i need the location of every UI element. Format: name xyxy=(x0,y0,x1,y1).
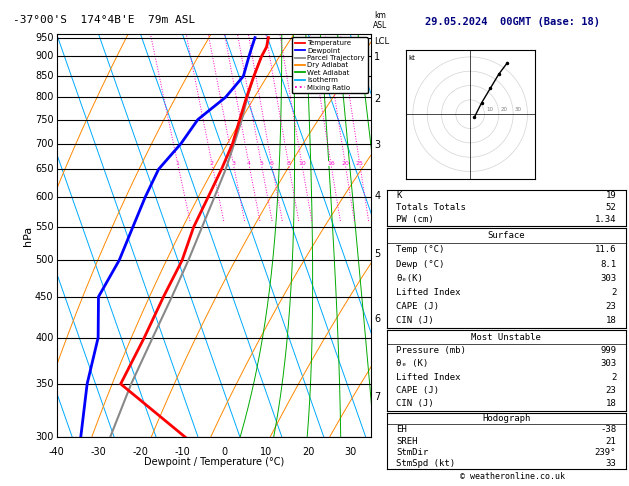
Text: LCL: LCL xyxy=(374,37,389,46)
Text: -37°00'S  174°4B'E  79m ASL: -37°00'S 174°4B'E 79m ASL xyxy=(13,15,195,25)
Text: PW (cm): PW (cm) xyxy=(396,215,434,225)
Text: 21: 21 xyxy=(606,436,616,446)
Text: 650: 650 xyxy=(35,164,53,174)
Text: 500: 500 xyxy=(35,255,53,265)
Text: CIN (J): CIN (J) xyxy=(396,399,434,409)
Text: -40: -40 xyxy=(48,448,65,457)
Text: 20: 20 xyxy=(302,448,314,457)
Text: 4: 4 xyxy=(374,191,381,201)
Text: kt: kt xyxy=(409,55,415,61)
Legend: Temperature, Dewpoint, Parcel Trajectory, Dry Adiabat, Wet Adiabat, Isotherm, Mi: Temperature, Dewpoint, Parcel Trajectory… xyxy=(292,37,367,93)
Text: StmDir: StmDir xyxy=(396,448,428,457)
Text: 5: 5 xyxy=(374,249,381,259)
Text: 20: 20 xyxy=(500,107,507,112)
Text: 750: 750 xyxy=(35,115,53,124)
Text: 10: 10 xyxy=(298,161,306,166)
Text: Surface: Surface xyxy=(487,231,525,240)
Text: Lifted Index: Lifted Index xyxy=(396,373,461,382)
Text: StmSpd (kt): StmSpd (kt) xyxy=(396,459,455,468)
Text: 18: 18 xyxy=(606,316,616,326)
Text: Totals Totals: Totals Totals xyxy=(396,203,466,212)
Text: 29.05.2024  00GMT (Base: 18): 29.05.2024 00GMT (Base: 18) xyxy=(425,17,600,27)
Text: 239°: 239° xyxy=(595,448,616,457)
Text: 10: 10 xyxy=(486,107,493,112)
Text: θₑ (K): θₑ (K) xyxy=(396,359,428,368)
Text: © weatheronline.co.uk: © weatheronline.co.uk xyxy=(460,472,565,481)
Text: SREH: SREH xyxy=(396,436,418,446)
Text: Hodograph: Hodograph xyxy=(482,414,530,423)
Text: 30: 30 xyxy=(344,448,356,457)
Text: 11.6: 11.6 xyxy=(595,245,616,254)
Text: θₑ(K): θₑ(K) xyxy=(396,274,423,283)
Text: 2: 2 xyxy=(611,373,616,382)
Text: hPa: hPa xyxy=(23,226,33,246)
Text: K: K xyxy=(396,191,402,200)
Text: 0: 0 xyxy=(221,448,228,457)
Text: 450: 450 xyxy=(35,292,53,302)
Text: 3: 3 xyxy=(231,161,235,166)
Text: CAPE (J): CAPE (J) xyxy=(396,302,440,311)
Text: 850: 850 xyxy=(35,71,53,81)
Text: 10: 10 xyxy=(260,448,272,457)
Text: Mixing Ratio (g/kg): Mixing Ratio (g/kg) xyxy=(403,236,411,316)
Text: 5: 5 xyxy=(259,161,263,166)
Text: 600: 600 xyxy=(35,192,53,202)
Text: -20: -20 xyxy=(133,448,148,457)
Text: 1: 1 xyxy=(374,52,381,62)
Text: 6: 6 xyxy=(374,314,381,324)
Text: -10: -10 xyxy=(174,448,191,457)
Text: 6: 6 xyxy=(270,161,274,166)
Text: 950: 950 xyxy=(35,33,53,43)
Text: EH: EH xyxy=(396,425,407,434)
Text: 400: 400 xyxy=(35,332,53,343)
Text: 350: 350 xyxy=(35,379,53,389)
Text: 23: 23 xyxy=(606,302,616,311)
Text: 52: 52 xyxy=(606,203,616,212)
Text: 303: 303 xyxy=(600,359,616,368)
Text: 3: 3 xyxy=(374,140,381,150)
Text: Lifted Index: Lifted Index xyxy=(396,288,461,297)
Text: 550: 550 xyxy=(35,222,53,232)
Text: 7: 7 xyxy=(374,392,381,402)
Text: 33: 33 xyxy=(606,459,616,468)
Text: 1.34: 1.34 xyxy=(595,215,616,225)
Text: 999: 999 xyxy=(600,346,616,355)
Text: 8.1: 8.1 xyxy=(600,260,616,268)
Text: CAPE (J): CAPE (J) xyxy=(396,386,440,395)
Text: 2: 2 xyxy=(210,161,214,166)
Text: 700: 700 xyxy=(35,139,53,149)
Text: 30: 30 xyxy=(515,107,521,112)
Text: 18: 18 xyxy=(606,399,616,409)
Text: 19: 19 xyxy=(606,191,616,200)
Text: 900: 900 xyxy=(35,52,53,61)
Text: 800: 800 xyxy=(35,92,53,102)
Text: Temp (°C): Temp (°C) xyxy=(396,245,445,254)
Text: 4: 4 xyxy=(247,161,251,166)
Text: 300: 300 xyxy=(35,433,53,442)
Text: Pressure (mb): Pressure (mb) xyxy=(396,346,466,355)
Text: CIN (J): CIN (J) xyxy=(396,316,434,326)
Text: km
ASL: km ASL xyxy=(374,11,387,30)
Text: 16: 16 xyxy=(327,161,335,166)
Text: Dewp (°C): Dewp (°C) xyxy=(396,260,445,268)
Text: 303: 303 xyxy=(600,274,616,283)
Text: 8: 8 xyxy=(286,161,291,166)
Text: -30: -30 xyxy=(91,448,106,457)
Text: -38: -38 xyxy=(600,425,616,434)
X-axis label: Dewpoint / Temperature (°C): Dewpoint / Temperature (°C) xyxy=(144,457,284,467)
Text: 1: 1 xyxy=(175,161,180,166)
Text: 20: 20 xyxy=(341,161,349,166)
Text: 2: 2 xyxy=(374,94,381,104)
Text: 2: 2 xyxy=(611,288,616,297)
Text: 23: 23 xyxy=(606,386,616,395)
Text: 25: 25 xyxy=(356,161,364,166)
Text: Most Unstable: Most Unstable xyxy=(471,332,542,342)
